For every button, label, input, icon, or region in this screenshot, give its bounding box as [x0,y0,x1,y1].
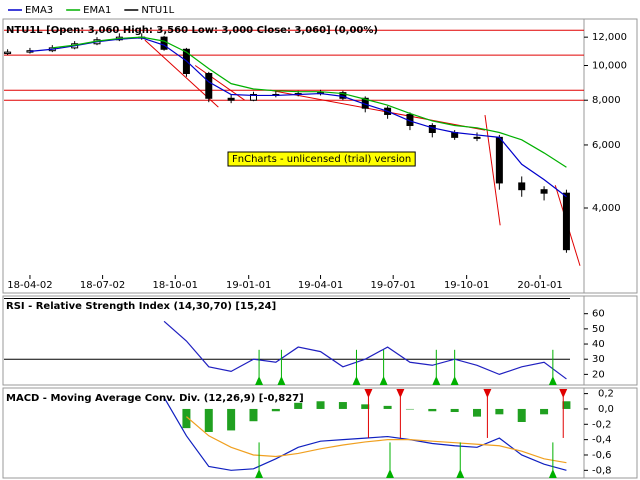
histogram-bar [540,408,549,415]
buy-signal-arrow [450,376,459,385]
x-tick-label: 18-10-01 [153,280,198,291]
histogram-bar [405,408,414,410]
x-tick-label: 19-04-01 [298,280,343,291]
x-tick-label: 19-10-01 [444,280,489,291]
panel-title: RSI - Relative Strength Index (14,30,70)… [6,301,276,312]
histogram-bar [361,404,370,409]
histogram-bar [338,402,347,409]
histogram-bar [495,408,504,415]
panel-title: MACD - Moving Average Conv. Div. (12,26,… [6,393,304,404]
panel-rsi [2,295,638,386]
y-tick-label: -0,2 [592,419,612,430]
histogram-bar [562,401,571,409]
watermark: FnCharts - unlicensed (trial) version [232,154,411,165]
y-tick-label: 60 [592,309,605,320]
sell-signal-arrow [483,389,492,398]
histogram-bar [271,408,280,412]
y-tick-label: 0,2 [598,389,614,400]
buy-signal-arrow [432,376,441,385]
buy-signal-arrow [352,376,361,385]
candle-body [160,36,168,50]
y-tick-label: 50 [592,324,605,335]
histogram-bar [227,408,236,431]
y-tick-label: 0,0 [598,404,614,415]
candle-body [562,192,570,251]
series-line [186,416,567,464]
panel-title: NTU1L [Open: 3,060 High: 3,560 Low: 3,00… [6,25,378,36]
sell-signal-arrow [364,389,373,398]
histogram-bar [517,408,526,422]
y-tick-label: 6,000 [592,140,621,151]
x-tick-label: 20-01-01 [517,280,562,291]
y-tick-label: 4,000 [592,203,621,214]
trend-line [270,89,486,131]
y-tick-label: -0,8 [592,465,612,476]
histogram-bar [316,401,325,409]
buy-signal-arrow [548,469,557,478]
trend-line [484,115,501,226]
y-tick-label: 10,000 [592,61,627,72]
y-tick-label: 30 [592,354,605,365]
histogram-bar [294,402,303,409]
x-tick-label: 19-01-01 [226,280,271,291]
candle-body [495,136,503,184]
buy-signal-arrow [548,376,557,385]
buy-signal-arrow [255,469,264,478]
candle-body [249,93,257,101]
series-line [163,320,567,380]
legend-label: EMA3 [25,5,53,16]
candle-body [4,51,12,55]
sell-signal-arrow [559,389,568,398]
x-tick-label: 18-07-02 [80,280,125,291]
histogram-bar [204,408,213,432]
buy-signal-arrow [255,376,264,385]
histogram-bar [383,405,392,409]
y-tick-label: -0,4 [592,435,612,446]
buy-signal-arrow [456,469,465,478]
buy-signal-arrow [385,469,394,478]
candle-body [473,136,481,139]
histogram-bar [182,408,191,429]
candle-body [518,182,526,191]
legend-label: NTU1L [141,5,174,16]
candle-body [540,189,548,194]
y-tick-label: 40 [592,339,605,350]
legend-label: EMA1 [83,5,111,16]
x-tick-label: 18-04-02 [7,280,52,291]
series-line [29,37,567,198]
y-tick-label: 12,000 [592,32,627,43]
histogram-bar [473,408,482,417]
candle-body [205,72,213,99]
y-tick-label: -0,6 [592,450,612,461]
histogram-bar [428,408,437,412]
candle-body [227,97,235,101]
histogram-bar [450,408,459,413]
series-line [52,36,567,168]
x-tick-label: 19-07-01 [370,280,415,291]
histogram-bar [249,408,258,422]
series-line [163,397,567,471]
watermark-box [227,151,416,167]
buy-signal-arrow [379,376,388,385]
y-tick-label: 8,000 [592,95,621,106]
y-tick-label: 20 [592,369,605,380]
buy-signal-arrow [277,376,286,385]
sell-signal-arrow [396,389,405,398]
